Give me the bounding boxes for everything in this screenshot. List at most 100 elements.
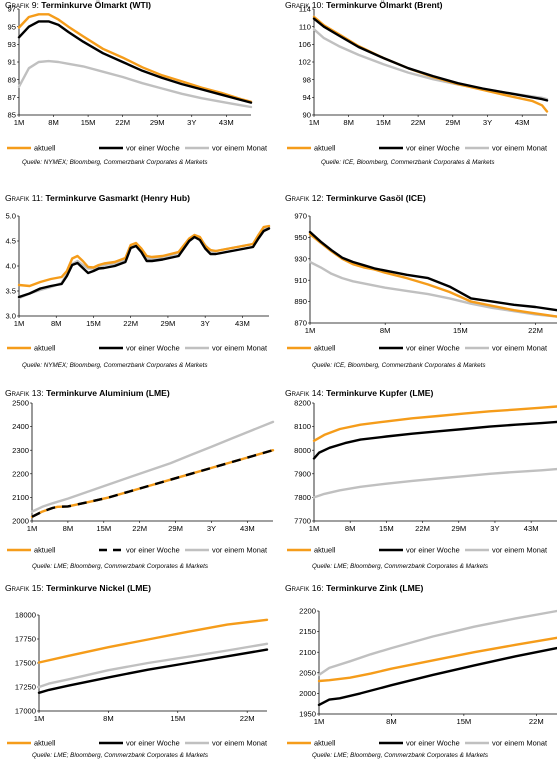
series-line-aktuell [17,224,271,288]
x-tick-label: 22M [132,524,147,533]
x-tick-label: 1M [314,717,325,726]
line-chart: 85 87 89 91 93 95 97 1M 8M 15M 22M 29M 3Y 43M aktuell v… [7,5,267,153]
y-tick-label: 950 [294,233,307,242]
x-tick-label: 29M [445,118,460,127]
chart-source: Quelle: LME; Bloomberg, Commerzbank Corp… [312,752,489,759]
series-line-aktuell [312,15,549,113]
x-tick-label: 15M [170,714,185,723]
x-tick-label: 43M [240,524,255,533]
x-tick-label: 22M [415,524,430,533]
chart-source: Quelle: NYMEX; Bloomberg, Commerzbank Co… [22,159,208,166]
x-tick-label: 22M [240,714,255,723]
series-line-aktuell [17,13,253,104]
legend-label: vor einer Woche [126,739,180,748]
chart-panel-zink: Grafik 16: Terminkurve Zink (LME) 1950 200… [285,583,557,759]
series-line-monat [17,225,271,300]
legend-label: vor einem Monat [492,546,547,555]
series-line-woche [37,648,269,695]
chart-source: Quelle: LME; Bloomberg, Commerzbank Corp… [312,563,489,570]
y-tick-label: 2400 [12,422,29,431]
y-tick-label: 106 [298,40,311,49]
chart-title: Grafik 12: Terminkurve Gasöl (ICE) [285,193,426,203]
chart-source: Quelle: NYMEX; Bloomberg, Commerzbank Co… [22,362,208,369]
y-tick-label: 910 [294,276,307,285]
x-tick-label: 22M [411,118,426,127]
series-line-monat [308,260,557,318]
y-tick-label: 3.5 [5,287,16,296]
chart-number: Grafik 9: [5,0,42,10]
series-line-aktuell [317,636,557,683]
x-tick-label: 3Y [207,524,216,533]
x-tick-label: 43M [235,319,250,328]
y-tick-label: 2000 [299,689,316,698]
x-tick-label: 1M [14,118,25,127]
line-chart: 17000 17250 17500 17750 18000 1M 8M 15M 22M aktue… [7,611,269,748]
x-tick-label: 43M [515,118,530,127]
y-tick-label: 95 [8,22,16,31]
legend-label: vor einer Woche [406,546,460,555]
y-tick-label: 2200 [299,607,316,616]
chart-title-text: Terminkurve Kupfer (LME) [326,388,434,398]
chart-panel-wti: Grafik 9: Terminkurve Ölmarkt (WTI) 85 87 8… [5,0,277,182]
legend-label: aktuell [34,144,56,153]
chart-title: Grafik 9: Terminkurve Ölmarkt (WTI) [5,0,151,10]
x-tick-label: 1M [309,524,320,533]
y-tick-label: 110 [299,22,311,31]
chart-number: Grafik 15: [5,583,47,593]
chart-title-text: Terminkurve Ölmarkt (Brent) [326,0,443,10]
x-tick-label: 29M [168,524,183,533]
y-tick-label: 1950 [299,710,316,719]
y-tick-label: 4.0 [5,262,16,271]
legend-label: vor einem Monat [492,344,547,353]
x-tick-label: 29M [451,524,466,533]
legend-label: aktuell [34,739,56,748]
legend-label: vor einem Monat [492,739,547,748]
y-tick-label: 17250 [15,683,36,692]
y-tick-label: 18000 [15,611,36,620]
line-chart: 3.0 3.5 4.0 4.5 5.0 1M 8M 15M 22M 29M 3Y 43M aktuell… [5,212,271,353]
chart-title-text: Terminkurve Nickel (LME) [46,583,151,593]
y-tick-label: 2300 [12,446,29,455]
y-tick-label: 8100 [294,422,311,431]
legend-label: aktuell [314,546,336,555]
series-line-monat [37,642,269,689]
chart-title: Grafik 16: Terminkurve Zink (LME) [285,583,423,593]
y-tick-label: 2100 [12,493,29,502]
x-tick-label: 8M [345,524,356,533]
x-tick-label: 15M [379,524,394,533]
y-tick-label: 7800 [294,493,311,502]
x-tick-label: 22M [529,717,544,726]
series-line-monat [312,467,557,499]
legend-label: aktuell [34,546,56,555]
legend-label: aktuell [314,739,336,748]
x-tick-label: 8M [48,118,59,127]
y-tick-label: 17500 [15,659,36,668]
line-chart: 870 890 910 930 950 970 1M 8M 15M 22M aktuell vor e… [287,212,557,353]
chart-number: Grafik 12: [285,193,327,203]
line-chart: 1950 2000 2050 2100 2150 2200 1M 8M 15M 22M aktuel… [287,607,557,748]
x-tick-label: 1M [309,118,320,127]
y-tick-label: 7900 [294,469,311,478]
y-tick-label: 930 [294,254,307,263]
chart-title-text: Terminkurve Aluminium (LME) [46,388,170,398]
chart-source: Quelle: LME; Bloomberg, Commerzbank Corp… [32,752,209,759]
x-tick-label: 15M [453,326,468,335]
chart-title-text: Terminkurve Zink (LME) [326,583,424,593]
x-tick-label: 15M [456,717,471,726]
x-tick-label: 8M [51,319,62,328]
y-tick-label: 17750 [15,635,36,644]
y-tick-label: 98 [303,75,311,84]
legend-label: vor einem Monat [492,144,547,153]
legend-label: aktuell [314,344,336,353]
legend-label: vor einer Woche [406,739,460,748]
series-line-woche [317,646,557,707]
x-tick-label: 3Y [187,118,196,127]
y-tick-label: 8000 [294,446,311,455]
y-tick-label: 2000 [12,517,29,526]
x-tick-label: 22M [115,118,130,127]
series-line-monat [317,609,557,677]
x-tick-label: 1M [14,319,25,328]
y-tick-label: 3.0 [5,312,16,321]
legend-label: vor einem Monat [212,344,267,353]
x-tick-label: 1M [34,714,45,723]
